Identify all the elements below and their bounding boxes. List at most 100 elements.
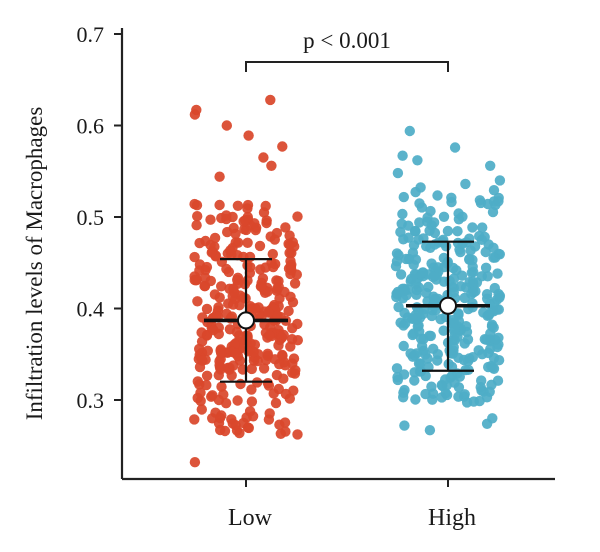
data-point xyxy=(200,235,211,247)
y-tick-label: 0.3 xyxy=(77,388,105,413)
data-point xyxy=(288,353,300,364)
data-point xyxy=(273,281,284,292)
data-point xyxy=(266,160,277,171)
data-point xyxy=(216,281,227,292)
data-point xyxy=(438,211,450,222)
data-point xyxy=(410,186,421,198)
data-point xyxy=(245,262,256,273)
data-point xyxy=(189,198,200,210)
data-point xyxy=(409,375,420,386)
data-point xyxy=(481,392,493,403)
data-point xyxy=(413,234,424,245)
data-point xyxy=(225,245,236,256)
data-point xyxy=(488,298,500,309)
data-point xyxy=(258,152,269,163)
data-point xyxy=(201,303,213,315)
error-bar xyxy=(204,257,288,383)
data-point xyxy=(410,394,421,405)
data-point xyxy=(230,237,241,248)
y-tick-label: 0.6 xyxy=(77,114,105,139)
data-point xyxy=(393,301,404,313)
data-point xyxy=(463,355,474,367)
data-point xyxy=(459,292,470,304)
data-point xyxy=(189,274,200,286)
data-point xyxy=(232,274,243,286)
data-point xyxy=(494,175,506,186)
data-point xyxy=(471,277,483,288)
data-point xyxy=(438,325,449,336)
data-point xyxy=(470,286,481,297)
x-category-label: Low xyxy=(228,505,273,531)
data-point xyxy=(427,388,439,399)
data-point xyxy=(279,417,291,428)
y-tick-label: 0.5 xyxy=(77,205,105,230)
data-point xyxy=(480,262,492,273)
data-point xyxy=(267,248,278,260)
data-point xyxy=(246,363,257,375)
data-point xyxy=(488,352,500,364)
data-point xyxy=(277,350,288,361)
data-point xyxy=(230,348,242,359)
data-point xyxy=(206,247,217,258)
data-point xyxy=(442,225,454,237)
data-point xyxy=(479,231,490,243)
data-point xyxy=(238,216,249,227)
data-point xyxy=(488,252,499,263)
data-point xyxy=(448,273,460,284)
data-point xyxy=(258,207,270,218)
error-bar xyxy=(406,240,490,372)
data-point xyxy=(487,362,498,373)
data-point xyxy=(249,218,260,229)
data-point xyxy=(424,330,435,341)
data-point xyxy=(409,269,420,280)
data-point xyxy=(449,142,461,153)
data-point xyxy=(465,245,476,256)
data-point xyxy=(459,338,470,349)
data-point xyxy=(449,377,460,388)
data-point xyxy=(488,185,500,196)
data-point xyxy=(255,264,266,275)
data-point xyxy=(409,367,420,378)
data-point xyxy=(243,346,254,357)
significance-annotation: p < 0.001 xyxy=(245,28,449,72)
data-point xyxy=(413,306,424,317)
data-point xyxy=(260,354,272,366)
data-point xyxy=(438,276,450,287)
data-point xyxy=(238,417,249,429)
data-point xyxy=(414,198,425,209)
data-point xyxy=(397,208,408,220)
data-point xyxy=(192,392,203,404)
data-point xyxy=(192,296,203,307)
data-point xyxy=(264,330,275,341)
data-point xyxy=(222,226,233,238)
data-point xyxy=(424,425,436,436)
data-point xyxy=(270,397,282,409)
data-point xyxy=(398,387,409,398)
data-point xyxy=(271,227,283,239)
data-point xyxy=(243,130,254,141)
data-point xyxy=(410,254,422,265)
data-point xyxy=(280,222,291,233)
data-point xyxy=(492,268,503,279)
data-point xyxy=(452,226,463,237)
data-point xyxy=(196,327,207,338)
data-point xyxy=(485,160,496,171)
data-point xyxy=(202,345,213,356)
data-point xyxy=(214,199,225,211)
data-point xyxy=(488,242,499,253)
data-point xyxy=(226,370,237,381)
data-point xyxy=(231,425,243,436)
data-point xyxy=(487,413,498,424)
data-point xyxy=(216,381,227,392)
data-point xyxy=(231,326,242,338)
data-point xyxy=(201,261,213,273)
data-point xyxy=(410,226,421,237)
data-point xyxy=(456,270,468,281)
data-point xyxy=(403,220,414,231)
data-point xyxy=(432,349,443,360)
data-point xyxy=(242,237,253,248)
data-point xyxy=(460,321,472,332)
data-point xyxy=(457,211,468,222)
data-point xyxy=(192,211,203,222)
